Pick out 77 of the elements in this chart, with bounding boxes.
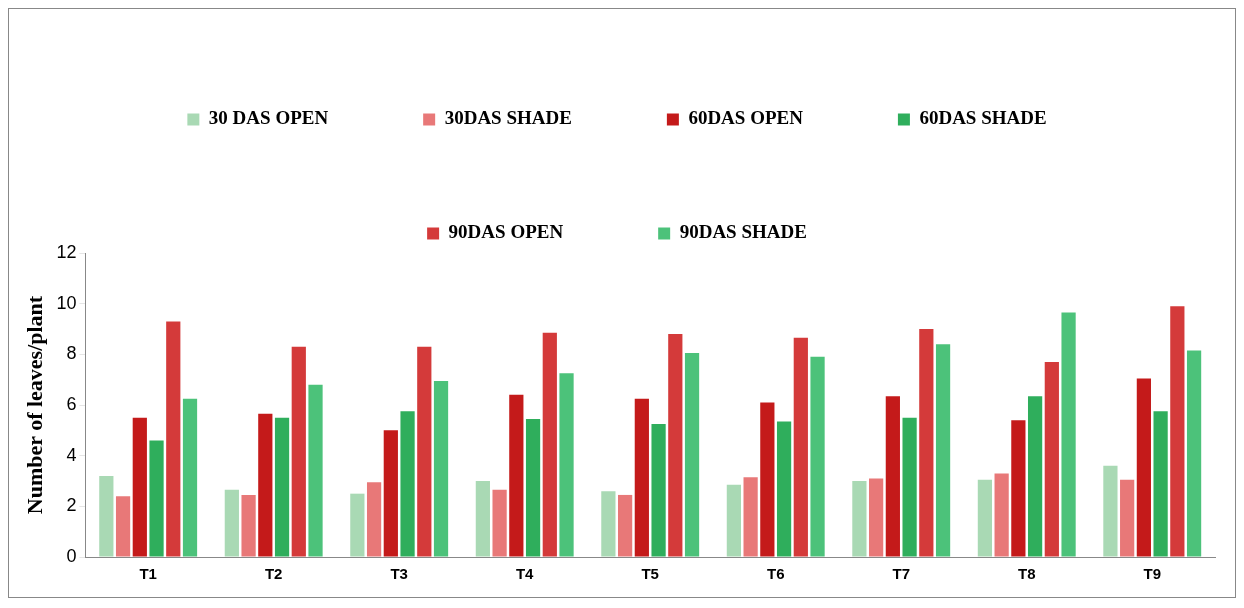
bar <box>1120 479 1135 557</box>
bar <box>433 380 449 557</box>
bar <box>651 424 666 557</box>
bar <box>601 491 616 557</box>
bar <box>1011 420 1026 557</box>
x-tick-label: T5 <box>641 565 659 583</box>
x-tick-label: T2 <box>264 565 283 583</box>
bar <box>166 321 181 557</box>
bar <box>417 346 432 557</box>
y-tick-label: 10 <box>56 292 77 313</box>
legend-label: 60DAS SHADE <box>919 107 1047 129</box>
bar <box>149 440 164 557</box>
bar <box>977 479 993 557</box>
bar <box>509 394 524 557</box>
bar <box>291 346 306 557</box>
bar <box>634 398 649 557</box>
x-tick-label: T8 <box>1017 565 1036 583</box>
bar <box>350 493 365 557</box>
x-tick-label: T1 <box>139 565 157 583</box>
legend-label: 30 DAS OPEN <box>208 107 329 129</box>
y-axis-title: Number of leaves/plant <box>21 295 47 515</box>
bar <box>869 478 884 557</box>
bar <box>919 329 934 557</box>
bar <box>810 356 825 557</box>
y-tick-label: 8 <box>66 343 77 364</box>
bar <box>1027 396 1043 557</box>
bar <box>1186 350 1202 557</box>
y-tick-label: 0 <box>66 545 77 566</box>
bar <box>935 344 951 557</box>
y-tick-label: 2 <box>66 495 77 516</box>
bar <box>618 494 633 557</box>
bar <box>902 417 917 557</box>
bar <box>1136 378 1151 557</box>
bar <box>885 396 900 557</box>
x-tick-label: T6 <box>766 565 785 583</box>
bar <box>793 337 808 557</box>
bar <box>525 418 541 557</box>
bar <box>559 373 574 557</box>
bar <box>115 496 131 557</box>
bar <box>241 494 256 557</box>
x-tick-label: T3 <box>390 565 408 583</box>
bar <box>668 334 683 557</box>
bar <box>776 421 792 557</box>
x-tick-label: T7 <box>892 565 910 583</box>
bar <box>726 484 741 557</box>
bar <box>366 482 382 557</box>
bar <box>400 411 415 557</box>
bar <box>1044 361 1059 557</box>
bar <box>475 481 490 557</box>
bar <box>1103 465 1118 557</box>
y-tick-label: 6 <box>66 393 77 414</box>
bar <box>1061 312 1076 557</box>
bar <box>994 473 1009 557</box>
bar <box>383 430 398 557</box>
bar <box>1170 306 1185 557</box>
bar <box>684 353 700 557</box>
bar <box>99 475 114 557</box>
x-tick-label: T9 <box>1143 565 1161 583</box>
legend-label: 30DAS SHADE <box>444 107 572 129</box>
legend-label: 90DAS OPEN <box>448 221 564 243</box>
y-tick-label: 12 <box>56 241 77 262</box>
bar <box>274 417 290 557</box>
y-tick-label: 4 <box>66 444 77 465</box>
bar <box>743 477 758 557</box>
bar <box>132 417 147 557</box>
bar <box>1153 411 1168 557</box>
bar <box>182 398 198 557</box>
bar <box>308 384 323 557</box>
bar <box>258 413 273 557</box>
bar <box>492 489 507 557</box>
bar <box>542 332 557 557</box>
bar <box>224 489 239 557</box>
x-tick-label: T4 <box>515 565 535 583</box>
legend-label: 60DAS OPEN <box>688 107 804 129</box>
legend-label: 90DAS SHADE <box>679 221 807 243</box>
bar <box>852 481 867 557</box>
bar <box>760 402 775 557</box>
